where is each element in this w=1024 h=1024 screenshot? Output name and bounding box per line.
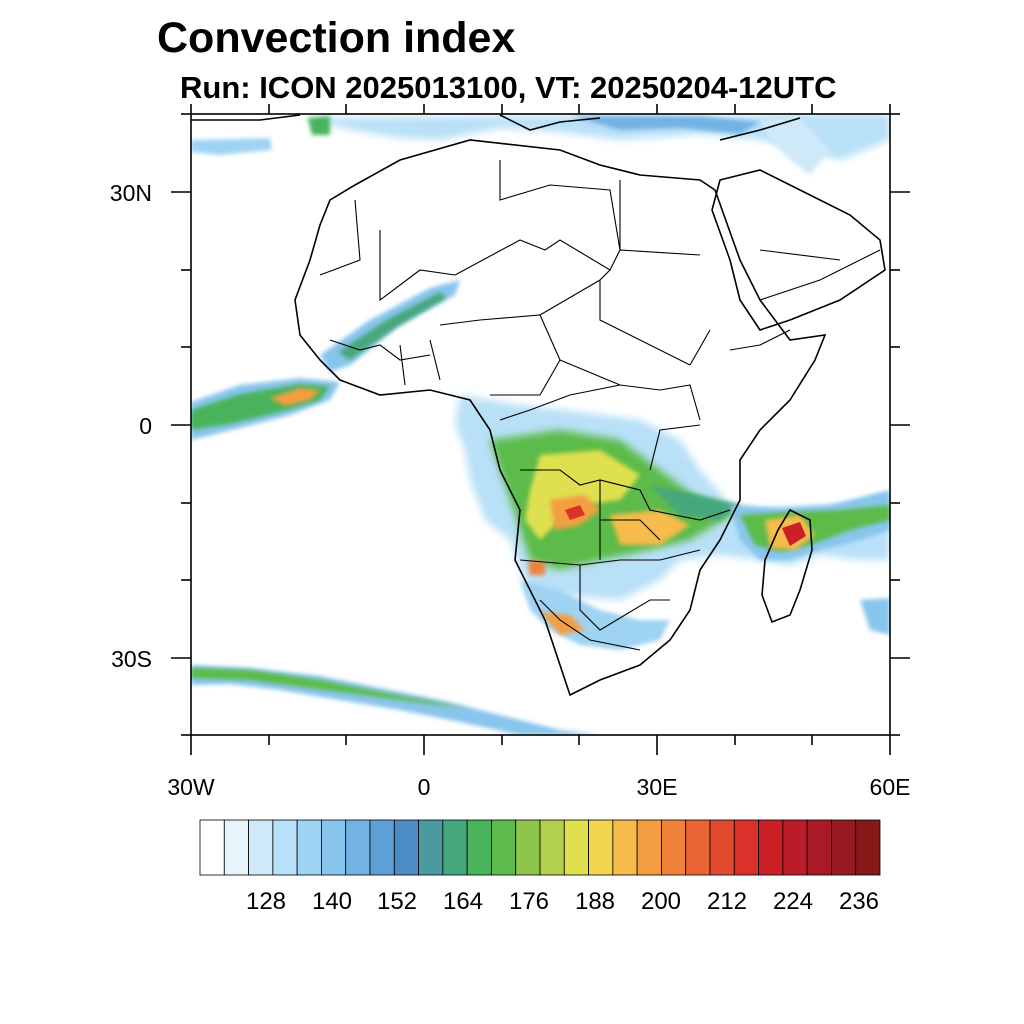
axis-ticks — [171, 104, 910, 755]
convection-area-arabia — [760, 118, 830, 175]
colorbar-box — [296, 819, 322, 876]
colorbar-box — [393, 819, 419, 876]
colorbar-label: 164 — [442, 888, 484, 915]
colorbar-box — [588, 819, 614, 876]
colorbar-box — [199, 819, 225, 876]
colorbar-label: 140 — [311, 888, 353, 915]
colorbar-box — [369, 819, 395, 876]
colorbar-box — [539, 819, 565, 876]
colorbar-box — [661, 819, 687, 876]
colorbar-label: 128 — [245, 888, 287, 915]
map-subtitle: Run: ICON 2025013100, VT: 20250204-12UTC — [180, 70, 837, 105]
convection-area-nw — [191, 138, 272, 155]
lon-label-30w: 30W — [167, 774, 215, 800]
colorbar-box — [685, 819, 711, 876]
colorbar-label: 224 — [772, 888, 814, 915]
africa-coastline — [294, 139, 827, 697]
coastlines — [191, 114, 886, 697]
convection-area-north-core — [570, 116, 760, 134]
lat-label-30n: 30N — [109, 180, 152, 206]
arabia-coastline — [711, 169, 886, 331]
lat-label-30s: 30S — [111, 646, 152, 672]
lon-label-30e: 30E — [636, 774, 678, 800]
colorbar-box — [855, 819, 881, 876]
country-borders — [319, 160, 881, 651]
lon-label-60e: 60E — [869, 774, 911, 800]
colorbar-box — [442, 819, 468, 876]
map-title: Convection index — [157, 14, 516, 62]
convection-field — [191, 114, 890, 735]
colorbar-label: 152 — [376, 888, 418, 915]
colorbar-box — [831, 819, 857, 876]
colorbar-box — [418, 819, 444, 876]
convection-area-north-green — [308, 116, 330, 135]
colorbar-box — [223, 819, 249, 876]
colorbar-box — [733, 819, 759, 876]
colorbar-box — [321, 819, 347, 876]
colorbar-box — [491, 819, 517, 876]
colorbar-label: 176 — [508, 888, 550, 915]
convection-area-south-africa — [520, 580, 670, 650]
colorbar-box — [563, 819, 589, 876]
colorbar-box — [515, 819, 541, 876]
colorbar-box — [345, 819, 371, 876]
colorbar-box — [466, 819, 492, 876]
colorbar-box — [272, 819, 298, 876]
colorbar-label: 200 — [640, 888, 682, 915]
europe-coastline — [191, 114, 801, 141]
lat-label-0: 0 — [139, 413, 152, 439]
madagascar-coastline — [761, 508, 813, 624]
colorbar-box — [709, 819, 735, 876]
lon-label-0: 0 — [417, 774, 431, 800]
colorbar-label: 212 — [706, 888, 748, 915]
colorbar-label: 188 — [574, 888, 616, 915]
colorbar-box — [782, 819, 808, 876]
colorbar — [199, 819, 881, 876]
colorbar-box — [248, 819, 274, 876]
colorbar-box — [612, 819, 638, 876]
colorbar-box — [806, 819, 832, 876]
colorbar-box — [636, 819, 662, 876]
colorbar-box — [758, 819, 784, 876]
colorbar-label: 236 — [838, 888, 880, 915]
